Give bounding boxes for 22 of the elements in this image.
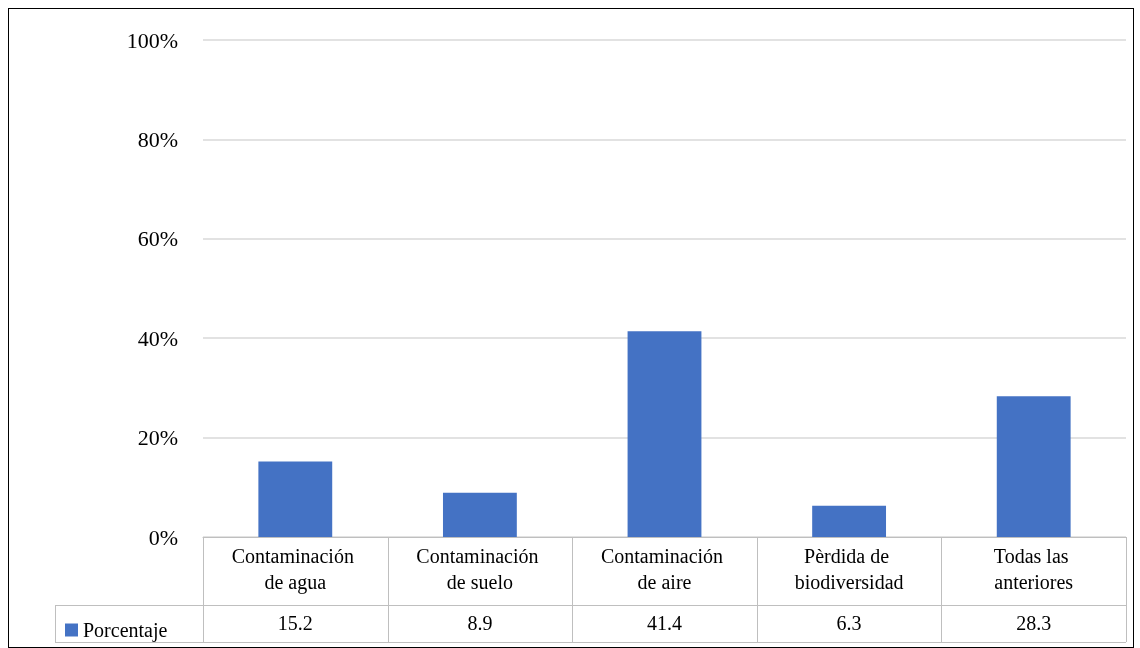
data-label: 41.4 bbox=[646, 611, 683, 636]
x-tick-label: Todas las anteriores bbox=[993, 545, 1074, 593]
data-label: 6.3 bbox=[835, 611, 863, 636]
legend-label: Porcentaje bbox=[83, 619, 168, 642]
x-tick-label: Contaminación de agua bbox=[231, 545, 359, 594]
bar bbox=[442, 492, 517, 537]
y-tick-label: 0% bbox=[148, 524, 178, 550]
y-tick-label: 60% bbox=[137, 226, 178, 252]
x-tick-label: Contaminación de suelo bbox=[416, 545, 544, 593]
y-tick-label: 20% bbox=[137, 425, 178, 451]
x-tick-label: Contaminación de aire bbox=[600, 545, 729, 593]
y-tick-label: 80% bbox=[137, 126, 178, 152]
y-tick-label: 40% bbox=[137, 325, 178, 351]
x-tick-label: Pèrdida de biodiversidad bbox=[794, 545, 904, 593]
data-label: 28.3 bbox=[1015, 611, 1053, 636]
bar bbox=[258, 461, 333, 537]
data-label: 8.9 bbox=[466, 611, 494, 636]
data-label: 15.2 bbox=[276, 611, 314, 636]
bar bbox=[627, 331, 702, 537]
y-tick-label: 100% bbox=[126, 27, 178, 53]
bar bbox=[996, 396, 1071, 537]
bar bbox=[812, 505, 887, 537]
